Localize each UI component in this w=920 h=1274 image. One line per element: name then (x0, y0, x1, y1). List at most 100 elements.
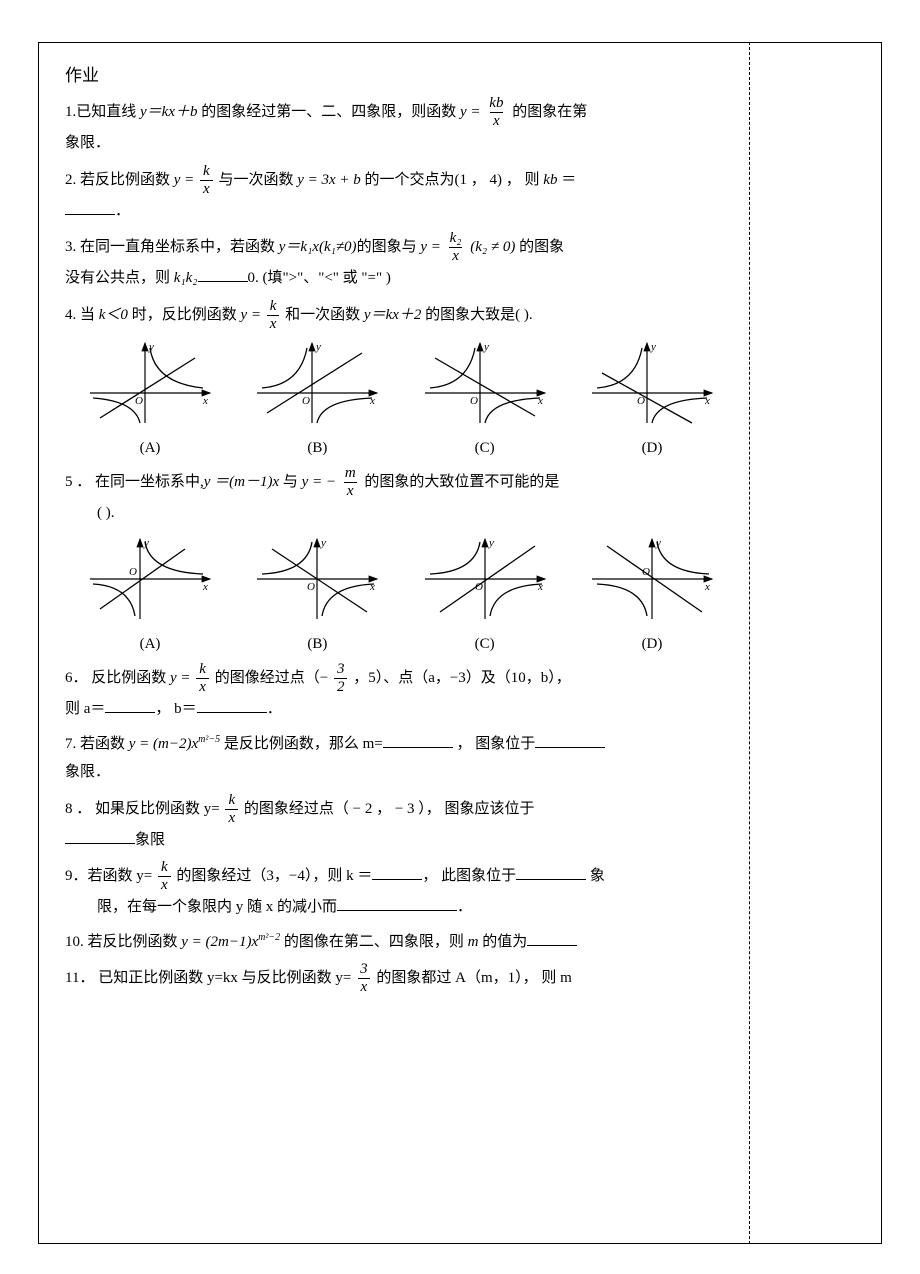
q4-label-b: (B) (307, 434, 327, 463)
q2-eq: ＝ (557, 172, 576, 188)
q8-pre: 8 ． 如果反比例函数 y= (65, 801, 220, 817)
q7-tail: 象限． (65, 764, 110, 780)
q9-blank-quad (516, 864, 586, 881)
q4-label-d: (D) (642, 434, 663, 463)
q4-pre: 4. 当 (65, 307, 99, 323)
axis-y-label: y (320, 537, 326, 549)
q4-label-a: (A) (140, 434, 161, 463)
q5-mid: 与 (279, 474, 302, 490)
q2-mid: 与一次函数 (218, 172, 297, 188)
q5-frac-num: m (342, 466, 359, 482)
q8-line2: 象限 (135, 832, 165, 848)
q7-mid2: ， 图象位于 (453, 736, 536, 752)
q5-eq1: y ＝(m－1)x (204, 474, 279, 490)
origin-label: O (470, 395, 478, 407)
q4-choice-a: y x O (A) (85, 338, 215, 463)
q1-frac-num: kb (486, 96, 506, 112)
axis-x-label: x (202, 395, 208, 407)
q3-blank (198, 266, 248, 283)
q4-graph-d: y x O (587, 338, 717, 428)
q5-label-a: (A) (140, 630, 161, 659)
question-8: 8 ． 如果反比例函数 y= k x 的图象经过点（ − 2 ， − 3 ）， … (65, 793, 727, 855)
q6-line2-pre: 则 a＝ (65, 701, 105, 717)
q3-cond: (k₂ ≠ 0) (470, 239, 515, 255)
q4-cond: k＜0 (99, 307, 128, 323)
q3-frac-num: k₂ (447, 231, 465, 247)
q9-frac-num: k (158, 860, 171, 876)
q8-mid: 的图象经过点（ − 2 ， − 3 ）， 图象应该位于 (244, 801, 535, 817)
q6-mid: 的图像经过点（− (215, 670, 328, 686)
question-1: 1.已知直线 y＝kx＋b 的图象经过第一、二、四象限，则函数 y = kb x… (65, 96, 727, 158)
q6-blank-a (105, 697, 155, 714)
q4-frac-den: x (267, 315, 280, 332)
q2-var: kb (543, 172, 557, 188)
axis-x-label: x (704, 581, 710, 593)
q5-label-d: (D) (642, 630, 663, 659)
q7-exp: m²−5 (198, 734, 220, 745)
q2-frac-den: x (200, 180, 213, 197)
axis-x-label: x (202, 581, 208, 593)
q4-linear: y＝kx＋2 (364, 307, 421, 323)
q5-post: 的图象的大致位置不可能的是 (364, 474, 559, 490)
q1-text: 1.已知直线 (65, 104, 140, 120)
axis-y-label: y (650, 341, 656, 353)
q5-frac-den: x (344, 482, 357, 499)
q2-blank (65, 198, 115, 215)
q3-pre: 3. 在同一直角坐标系中，若函数 (65, 239, 279, 255)
question-10: 10. 若反比例函数 y = (2m−1)xm²−2 的图像在第二、四象限，则 … (65, 928, 727, 957)
q2-frac-num: k (200, 164, 213, 180)
q5-graph-c: y x O (420, 534, 550, 624)
question-3: 3. 在同一直角坐标系中，若函数 y＝k₁x(k₁≠0)的图象与 y = k₂ … (65, 231, 727, 293)
q2-mid2: 的一个交点为(1 ， 4) ， 则 (361, 172, 544, 188)
q3-frac-den: x (449, 247, 462, 264)
q4-choice-b: y x O (B) (252, 338, 382, 463)
q2-pre: 2. 若反比例函数 (65, 172, 174, 188)
axis-y-label: y (315, 341, 321, 353)
q1-frac-den: x (490, 112, 503, 129)
q9-fraction: k x (158, 860, 171, 893)
q5-choice-d: y x O (D) (587, 534, 717, 659)
question-7: 7. 若函数 y = (m−2)xm²−5 是反比例函数，那么 m= ， 图象位… (65, 730, 727, 787)
q6-frac-den: x (196, 678, 209, 695)
q6-line2-end: ． (267, 701, 282, 717)
q5-label-b: (B) (307, 630, 327, 659)
q6-frac2-num: 3 (334, 662, 348, 678)
q3-post: 的图象 (515, 239, 564, 255)
q4-frac-num: k (267, 299, 280, 315)
q11-frac-den: x (358, 978, 371, 995)
axis-y-label: y (488, 537, 494, 549)
question-9: 9．若函数 y= k x 的图象经过（3，−4），则 k ＝， 此图象位于 象 … (65, 860, 727, 922)
origin-label: O (129, 566, 137, 578)
origin-label: O (135, 395, 143, 407)
question-5: 5 ． 在同一坐标系中,y ＝(m－1)x 与 y = − m x 的图象的大致… (65, 466, 727, 528)
q6-pre: 6． 反比例函数 (65, 670, 170, 686)
question-6: 6． 反比例函数 y = k x 的图像经过点（− 3 2 ，5）、点（a，−3… (65, 662, 727, 724)
q7-blank-m (383, 731, 453, 748)
q10-func: y = (2m−1)x (181, 934, 258, 950)
q11-fraction: 3 x (357, 962, 371, 995)
q3-eq1: y＝k₁x(k₁≠0) (279, 239, 357, 255)
q5-choices: y x O (A) y x O (85, 534, 717, 659)
q10-var: m (468, 934, 479, 950)
q4-mid: 时，反比例函数 (128, 307, 241, 323)
axis-y-label: y (483, 341, 489, 353)
q3-close: ) (386, 270, 391, 286)
content-area: 作业 1.已知直线 y＝kx＋b 的图象经过第一、二、四象限，则函数 y = k… (45, 50, 735, 995)
q5-choice-a: y x O (A) (85, 534, 215, 659)
q4-choice-d: y x O (D) (587, 338, 717, 463)
q4-fraction: k x (267, 299, 280, 332)
q5-func-prefix: y = − (302, 474, 336, 490)
q9-line2-pre: 限，在每一个象限内 y 随 x 的减小而 (97, 899, 337, 915)
q8-frac-den: x (225, 809, 238, 826)
q4-label-c: (C) (475, 434, 495, 463)
q1-mid: 的图象经过第一、二、四象限，则函数 (198, 104, 461, 120)
q1-tail: 象限． (65, 135, 110, 151)
axis-x-label: x (369, 395, 375, 407)
worksheet-page: 作业 1.已知直线 y＝kx＋b 的图象经过第一、二、四象限，则函数 y = k… (0, 0, 920, 1274)
q3-mid: 的图象与 (357, 239, 421, 255)
q5-choice-b: y x O (B) (252, 534, 382, 659)
q3-fraction: k₂ x (447, 231, 465, 264)
q5-graph-a: y x O (85, 534, 215, 624)
q2-tail: ． (115, 203, 130, 219)
q10-post: 的值为 (478, 934, 527, 950)
